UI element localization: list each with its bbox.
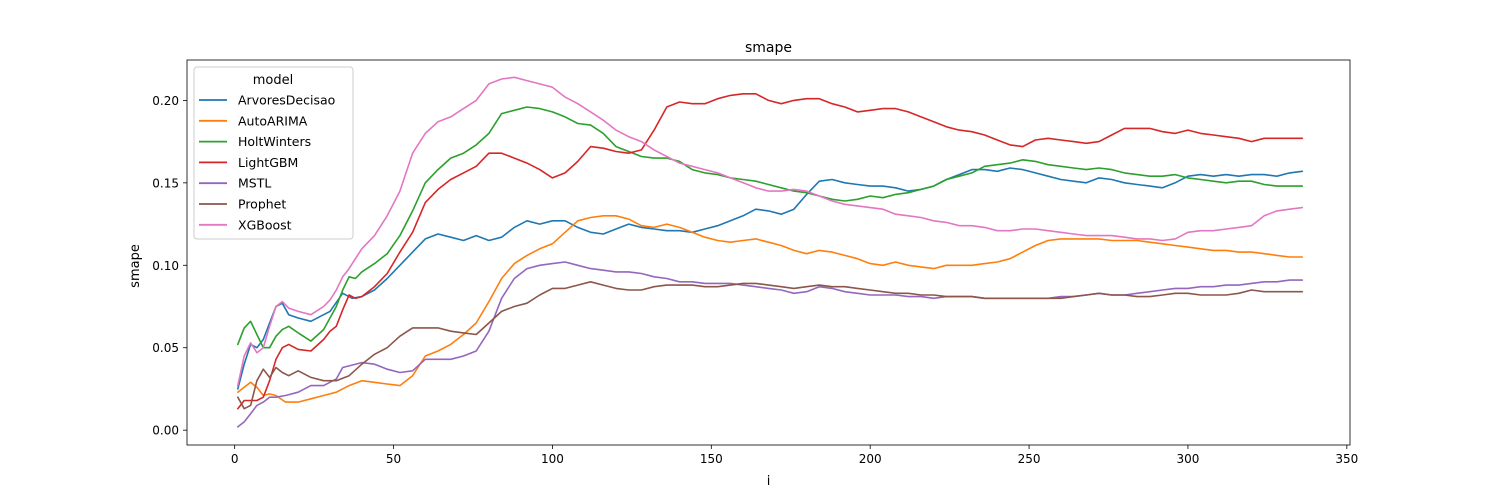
series-line-xgboost [237,76,1304,387]
series-line-prophet [237,280,1304,410]
series-line-mstl [237,261,1304,428]
x-axis-label: i [767,474,771,489]
x-tick-label: 200 [859,452,882,466]
x-tick-label: 350 [1335,452,1358,466]
legend-item-xgboost: XGBoost [199,217,292,232]
x-tick-label: 50 [386,452,401,466]
legend-item-autoarima: AutoARIMA [199,113,308,128]
x-tick-label: 250 [1018,452,1041,466]
legend-item-holtwinters: HoltWinters [199,134,311,149]
x-tick-label: 100 [541,452,564,466]
legend-label: XGBoost [238,217,292,232]
legend-label: AutoARIMA [238,113,308,128]
legend-label: LightGBM [238,155,298,170]
legend-title: model [253,73,293,88]
y-tick-label: 0.10 [152,259,179,273]
legend-item-lightgbm: LightGBM [199,155,298,170]
x-tick-label: 150 [700,452,723,466]
x-tick-label: 300 [1176,452,1199,466]
y-tick-label: 0.05 [152,341,179,355]
legend: model ArvoresDecisao AutoARIMA HoltWinters… [193,66,354,240]
x-tick-label: 0 [231,452,239,466]
legend-frame [193,66,354,240]
legend-label: MSTL [238,176,271,191]
legend-item-mstl: MSTL [199,176,271,191]
chart-title: smape [745,40,792,56]
legend-items: ArvoresDecisao AutoARIMA HoltWinters LightG… [199,93,335,232]
series-line-holtwinters [237,106,1304,349]
y-axis-label: smape [128,244,143,288]
series-line-autoarima [237,215,1304,403]
plot-frame [186,59,1351,446]
legend-label: Prophet [238,197,286,212]
series-lines [237,76,1304,428]
legend-label: ArvoresDecisao [238,93,335,108]
legend-item-prophet: Prophet [199,197,286,212]
y-tick-label: 0.00 [152,424,179,438]
x-axis-ticks: 0 50 100 150 200 250 300 350 [231,445,1358,466]
y-axis-ticks: 0.00 0.05 0.10 0.15 0.20 [152,94,187,438]
series-line-lightgbm [237,93,1304,410]
y-tick-label: 0.20 [152,94,179,108]
y-tick-label: 0.15 [152,176,179,190]
legend-item-arvoresdecisao: ArvoresDecisao [199,93,335,108]
legend-label: HoltWinters [238,134,311,149]
series-line-arvoresdecisao [237,167,1304,390]
